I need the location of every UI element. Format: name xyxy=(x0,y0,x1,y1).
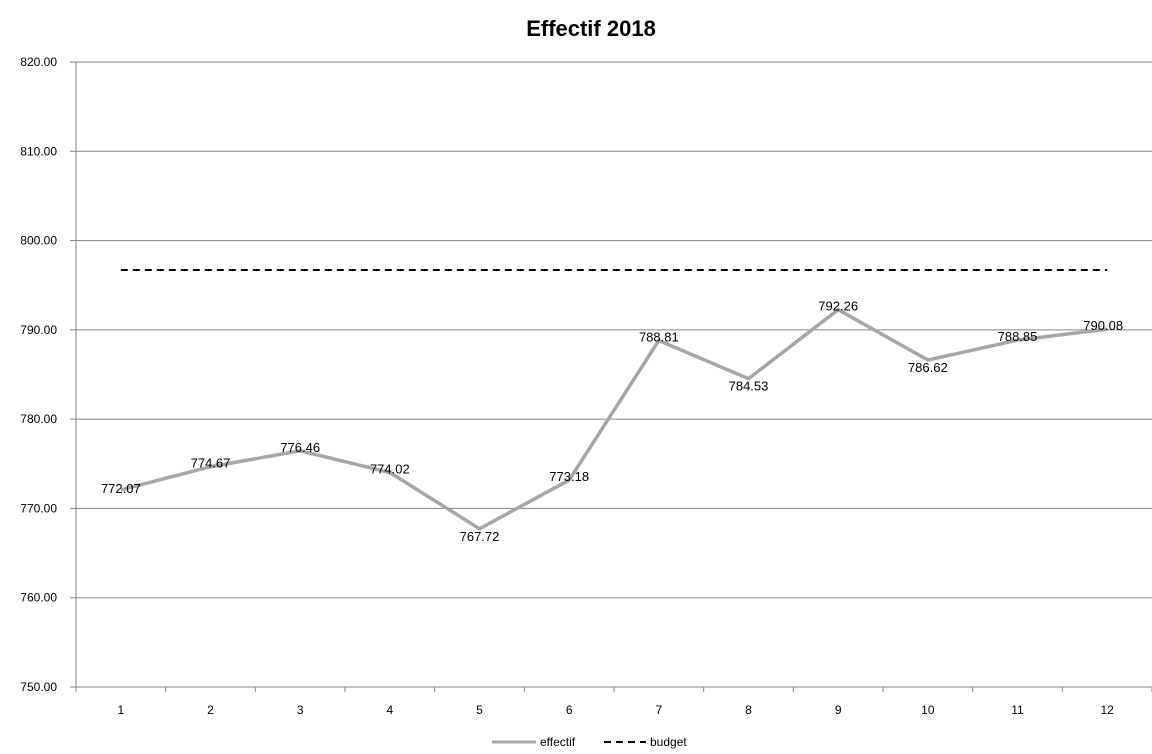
axes: 750.00 760.00 770.00 780.00 790.00 800.00 810.… xyxy=(20,55,1152,717)
legend-label-effectif: effectif xyxy=(540,735,576,749)
data-label: 788.81 xyxy=(639,329,679,344)
data-label: 792.26 xyxy=(818,299,858,314)
data-label: 790.08 xyxy=(1083,318,1123,333)
x-tick-label: 6 xyxy=(566,703,573,717)
x-tick-label: 4 xyxy=(386,703,393,717)
y-tick-label: 820.00 xyxy=(20,55,57,69)
y-tick-label: 800.00 xyxy=(20,234,57,248)
series-line-effectif xyxy=(120,307,1108,531)
x-tick-label: 12 xyxy=(1100,703,1114,717)
x-tick-label: 7 xyxy=(655,703,662,717)
data-label: 786.62 xyxy=(908,360,948,375)
x-tick-label: 1 xyxy=(117,703,124,717)
legend: effectif budget xyxy=(492,735,687,749)
data-labels: 772.07 774.67 776.46 774.02 767.72 773.18 788.… xyxy=(101,299,1123,544)
data-label: 767.72 xyxy=(460,529,500,544)
data-label: 776.46 xyxy=(280,440,320,455)
data-label: 788.85 xyxy=(998,329,1038,344)
x-tick-label: 2 xyxy=(207,703,214,717)
x-tick-label: 11 xyxy=(1011,703,1024,717)
gridlines xyxy=(76,61,1152,599)
y-tick-label: 770.00 xyxy=(20,501,57,515)
y-tick-label: 810.00 xyxy=(20,144,57,158)
data-label: 774.67 xyxy=(191,456,231,471)
y-tick-label: 780.00 xyxy=(20,412,57,426)
data-label: 773.18 xyxy=(549,469,589,484)
series xyxy=(120,269,1108,531)
y-tick-label: 760.00 xyxy=(20,591,57,605)
x-tick-label: 8 xyxy=(745,703,752,717)
data-label: 772.07 xyxy=(101,481,141,496)
x-tick-label: 9 xyxy=(835,703,842,717)
data-label: 784.53 xyxy=(729,379,769,394)
chart-title: Effectif 2018 xyxy=(526,16,656,41)
data-label: 774.02 xyxy=(370,462,410,477)
x-tick-label: 10 xyxy=(921,703,935,717)
legend-label-budget: budget xyxy=(650,735,687,749)
y-tick-label: 750.00 xyxy=(20,680,57,694)
x-tick-label: 5 xyxy=(476,703,483,717)
y-tick-label: 790.00 xyxy=(20,323,57,337)
x-tick-label: 3 xyxy=(297,703,304,717)
